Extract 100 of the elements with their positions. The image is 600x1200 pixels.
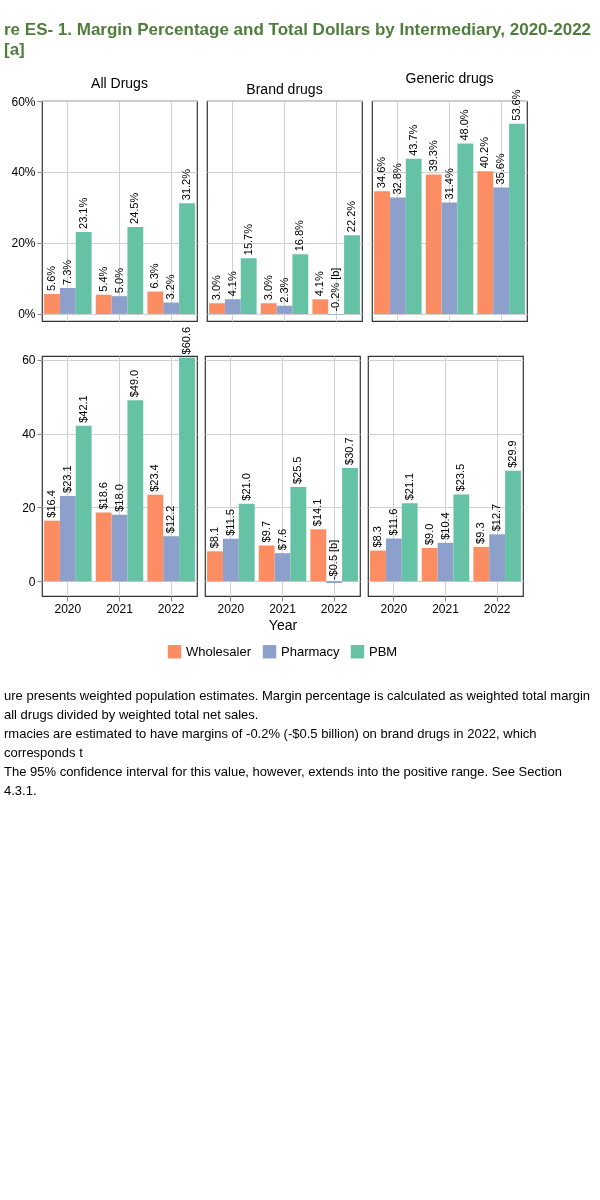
data-label: 4.1% <box>313 271 326 297</box>
chart-title: Brand drugs <box>246 81 323 97</box>
bar <box>95 294 112 314</box>
bar <box>493 187 510 314</box>
x-tick-label: 2020 <box>217 601 245 616</box>
y-tick-label: 0 <box>28 574 36 589</box>
data-label: $18.0 <box>112 484 125 512</box>
bar <box>401 503 418 582</box>
data-label: $25.5 <box>291 456 304 485</box>
data-label: $23.4 <box>148 464 161 492</box>
bar <box>163 302 180 314</box>
x-axis-title: Year <box>268 616 298 633</box>
bar <box>147 494 164 582</box>
bar <box>207 551 223 582</box>
bar <box>179 203 195 314</box>
legend-label: Wholesaler <box>186 643 252 659</box>
data-label: $11.6 <box>386 508 399 536</box>
bar <box>276 305 293 314</box>
data-label: $29.9 <box>506 440 519 468</box>
x-tick-label: 2021 <box>106 601 134 616</box>
bar <box>258 545 275 582</box>
bar <box>385 538 402 582</box>
chart-title: Generic drugs <box>405 69 494 86</box>
bar <box>290 487 307 582</box>
data-label: $10.4 <box>438 512 451 540</box>
bar <box>111 296 128 314</box>
x-tick-label: 2021 <box>269 601 297 616</box>
bar <box>209 303 225 314</box>
data-label: 3.0% <box>209 274 222 301</box>
bar <box>75 231 92 314</box>
chart-title: All Drugs <box>91 75 148 91</box>
bar <box>127 400 144 582</box>
y-tick-label: 20 <box>22 500 36 515</box>
data-label: $16.4 <box>44 490 57 518</box>
data-label: -$0.5 [b] <box>327 539 340 581</box>
bar <box>425 174 442 314</box>
data-label: -0.2% [b] <box>329 267 342 312</box>
y-tick-label: 40 <box>22 427 36 442</box>
data-label: $21.1 <box>402 472 415 501</box>
data-label: $11.5 <box>223 509 236 536</box>
legend-label: Pharmacy <box>281 643 341 659</box>
data-label: 3.0% <box>261 274 274 301</box>
bar <box>95 512 112 582</box>
data-label: $9.7 <box>259 520 272 543</box>
y-tick-label: 60 <box>22 353 36 368</box>
data-label: $9.0 <box>422 523 435 545</box>
data-label: $23.5 <box>454 463 467 492</box>
bar <box>342 467 358 582</box>
data-label: 7.3% <box>60 259 73 285</box>
data-label: 32.8% <box>390 163 403 195</box>
bar <box>421 548 438 582</box>
data-label: 43.7% <box>406 124 419 156</box>
bar <box>374 191 390 314</box>
data-label: $14.1 <box>311 498 324 527</box>
data-label: $12.2 <box>164 505 177 534</box>
data-label: $9.3 <box>474 522 487 544</box>
data-label: 34.6% <box>374 156 387 189</box>
y-tick-label: 20% <box>11 236 36 251</box>
bar <box>274 553 291 582</box>
data-label: 24.5% <box>128 192 141 224</box>
data-label: 35.6% <box>494 153 507 185</box>
bar <box>489 534 506 582</box>
bar <box>163 536 180 582</box>
text: The 95% confidence interval for this value, however, extends into the positive range. See Section 4.3.1. <box>4 763 563 800</box>
bar <box>260 303 277 314</box>
bar <box>312 299 329 314</box>
bar <box>437 542 454 582</box>
data-label: 4.1% <box>225 271 238 297</box>
bar <box>453 494 470 582</box>
data-label: 40.2% <box>478 136 491 169</box>
text: rmacies are estimated to have margins of -0.2% (-$0.5 billion) on brand drugs in 2022, which corresponds t <box>4 725 538 762</box>
data-label: 5.6% <box>44 265 57 292</box>
bar <box>59 495 76 582</box>
bar <box>441 202 458 314</box>
data-label: $42.1 <box>76 395 89 423</box>
data-label: 31.2% <box>180 168 193 201</box>
x-tick-label: 2022 <box>483 601 511 616</box>
y-tick-label: 0% <box>18 307 36 322</box>
bar <box>405 158 422 314</box>
bar <box>179 357 195 582</box>
data-label: 2.3% <box>277 277 290 303</box>
bar <box>292 254 309 314</box>
data-label: 5.0% <box>112 267 125 294</box>
y-tick-label: 40% <box>11 165 36 180</box>
y-tick-label: 60% <box>11 94 36 109</box>
x-tick-label: 2022 <box>157 601 185 616</box>
data-label: 15.7% <box>241 223 254 256</box>
data-label: $23.1 <box>60 465 73 493</box>
data-label: 6.3% <box>148 263 161 289</box>
bar <box>222 538 239 582</box>
x-tick-label: 2020 <box>54 601 82 616</box>
bar <box>44 520 60 582</box>
data-label: 48.0% <box>458 109 471 141</box>
data-label: $21.0 <box>239 473 252 501</box>
x-tick-label: 2022 <box>320 601 348 616</box>
data-label: $18.6 <box>96 482 109 510</box>
bar <box>240 258 257 314</box>
data-label: $8.1 <box>207 526 220 549</box>
data-label: $12.7 <box>490 503 503 532</box>
data-label: 5.4% <box>96 266 109 292</box>
